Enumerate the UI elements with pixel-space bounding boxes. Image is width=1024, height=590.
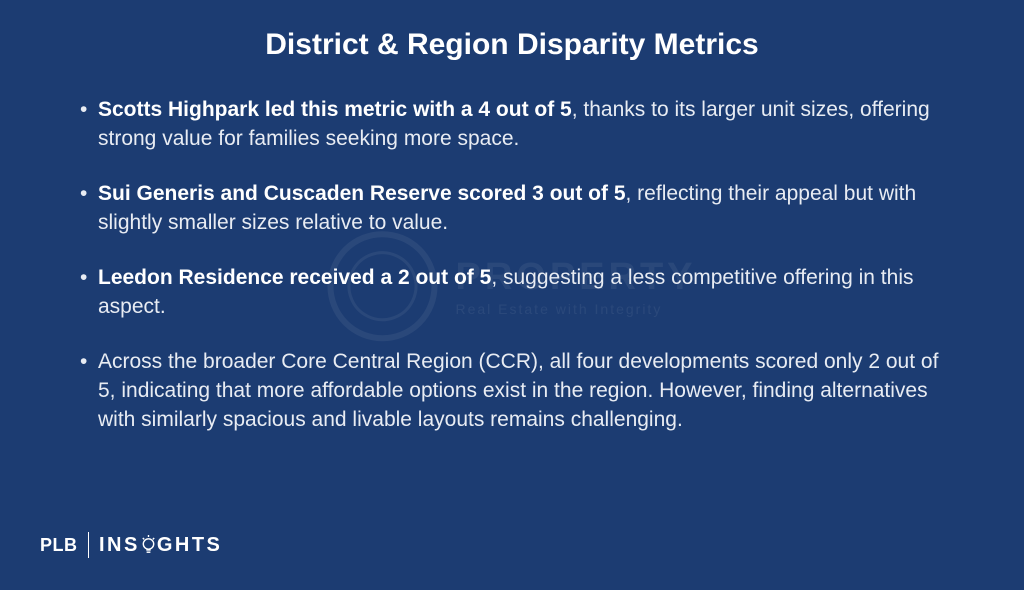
lightbulb-icon — [141, 534, 156, 556]
slide-container: PROPERTY Real Estate with Integrity Dist… — [0, 0, 1024, 590]
list-item: Sui Generis and Cuscaden Reserve scored … — [80, 180, 956, 238]
list-item: Across the broader Core Central Region (… — [80, 348, 956, 435]
page-title: District & Region Disparity Metrics — [68, 28, 956, 62]
list-item: Leedon Residence received a 2 out of 5, … — [80, 264, 956, 322]
insights-pre: INS — [99, 534, 140, 557]
footer-insights-text: INS GHTS — [99, 534, 222, 557]
footer-divider — [88, 532, 90, 558]
bullet-text: Across the broader Core Central Region (… — [98, 350, 938, 431]
footer-plb-text: PLB — [40, 535, 78, 556]
bullet-bold: Sui Generis and Cuscaden Reserve scored … — [98, 182, 626, 205]
bullet-list: Scotts Highpark led this metric with a 4… — [68, 96, 956, 435]
bullet-bold: Leedon Residence received a 2 out of 5 — [98, 266, 491, 289]
list-item: Scotts Highpark led this metric with a 4… — [80, 96, 956, 154]
footer-logo: PLB INS GHTS — [40, 532, 222, 558]
bullet-bold: Scotts Highpark led this metric with a 4… — [98, 98, 572, 121]
insights-post: GHTS — [157, 534, 223, 557]
